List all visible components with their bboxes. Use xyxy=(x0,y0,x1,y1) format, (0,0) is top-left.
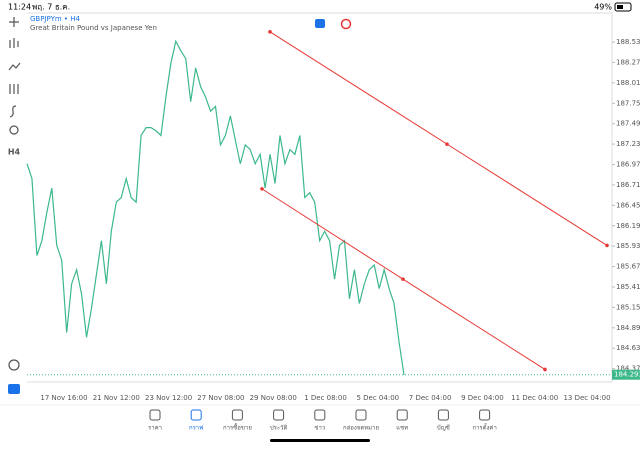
tab-icon[interactable] xyxy=(314,409,326,421)
trendline-handle[interactable] xyxy=(260,187,264,191)
tab-icon[interactable] xyxy=(149,409,161,421)
y-tick-label: 186.970 xyxy=(616,161,640,169)
crosshair-tool[interactable] xyxy=(9,17,19,27)
tab-icon[interactable] xyxy=(396,409,408,421)
y-tick-label: 188.270 xyxy=(616,58,640,66)
y-tick-label: 186.190 xyxy=(616,222,640,230)
y-tick-label: 186.710 xyxy=(616,181,640,189)
trendline-handle[interactable] xyxy=(445,142,449,146)
battery-level xyxy=(617,5,623,9)
trendline-handle[interactable] xyxy=(543,367,547,372)
tab-label[interactable]: การตั้งค่า xyxy=(472,422,496,432)
symbol: GBPJPYm • H4 xyxy=(30,15,81,23)
tab-label[interactable]: กล่องจดหมาย xyxy=(343,425,379,432)
y-tick-label: 187.490 xyxy=(616,120,640,128)
home-indicator xyxy=(270,439,370,442)
y-tick-label: 184.370 xyxy=(616,365,640,373)
x-tick-label: 7 Dec 04:00 xyxy=(409,394,452,402)
last-price-tag xyxy=(612,369,640,380)
y-tick-label: 185.410 xyxy=(616,283,640,291)
y-tick-label: 184.890 xyxy=(616,324,640,332)
y-tick-label: 185.930 xyxy=(616,242,640,250)
trendline-handle[interactable] xyxy=(268,30,272,34)
y-tick-label: 185.670 xyxy=(616,263,640,271)
tab-label[interactable]: การซื้อขาย xyxy=(223,422,252,432)
tab-label[interactable]: บัญชี xyxy=(437,424,450,432)
price-line xyxy=(26,39,405,376)
y-tick-label: 188.010 xyxy=(616,79,640,87)
function-tool[interactable] xyxy=(9,105,17,118)
objects-tool[interactable] xyxy=(9,84,19,94)
trendline[interactable] xyxy=(269,31,608,246)
buy-button[interactable] xyxy=(340,18,352,30)
trade-tool[interactable] xyxy=(8,359,20,371)
tab-label[interactable]: ข่าว xyxy=(314,425,325,432)
trendline-handle[interactable] xyxy=(605,243,609,248)
indicators-tool[interactable] xyxy=(8,62,21,71)
battery-percent: 49% xyxy=(594,3,612,12)
battery-icon xyxy=(614,2,632,12)
tab-icon[interactable] xyxy=(273,409,285,421)
status-date: พฤ. 7 ธ.ค. xyxy=(32,3,70,12)
x-tick-label: 17 Nov 16:00 xyxy=(40,394,87,402)
timeframe-button[interactable]: H4 xyxy=(8,148,21,157)
x-tick-label: 23 Nov 12:00 xyxy=(145,394,192,402)
x-tick-label: 29 Nov 08:00 xyxy=(250,394,297,402)
y-tick-label: 188.530 xyxy=(616,38,640,46)
x-tick-label: 1 Dec 08:00 xyxy=(304,394,347,402)
y-tick-label: 184.630 xyxy=(616,344,640,352)
x-tick-label: 9 Dec 04:00 xyxy=(461,394,504,402)
tab-label[interactable]: กราฟ xyxy=(189,425,203,432)
sell-button[interactable] xyxy=(315,19,325,28)
tab-icon[interactable] xyxy=(355,409,367,421)
trendline-handle[interactable] xyxy=(401,277,405,281)
chart-type-tool[interactable] xyxy=(9,38,19,48)
x-tick-label: 5 Dec 04:00 xyxy=(356,394,399,402)
x-tick-label: 11 Dec 04:00 xyxy=(511,394,558,402)
y-tick-label: 187.230 xyxy=(616,140,640,148)
y-tick-label: 187.750 xyxy=(616,99,640,107)
x-tick-label: 13 Dec 04:00 xyxy=(563,394,610,402)
y-tick-label: 185.150 xyxy=(616,303,640,311)
tab-label[interactable]: ราคา xyxy=(148,425,162,432)
x-tick-label: 27 Nov 08:00 xyxy=(197,394,244,402)
tab-icon[interactable] xyxy=(479,409,491,421)
tab-icon[interactable] xyxy=(231,409,243,421)
symbol-description: Great Britain Pound vs Japanese Yen xyxy=(30,24,157,32)
tab-label[interactable]: ประวัติ xyxy=(270,425,288,432)
status-time: 11:24 xyxy=(8,3,31,12)
tab-icon[interactable] xyxy=(190,409,202,421)
tab-label[interactable]: แชท xyxy=(396,425,408,432)
left-toolbar xyxy=(8,17,21,371)
x-tick-label: 21 Nov 12:00 xyxy=(93,394,140,402)
last-price-label: 184.293 xyxy=(614,371,640,379)
y-tick-label: 186.450 xyxy=(616,201,640,209)
shapes-tool[interactable] xyxy=(9,125,19,135)
app-icon[interactable] xyxy=(8,384,20,394)
tab-icon[interactable] xyxy=(437,409,449,421)
